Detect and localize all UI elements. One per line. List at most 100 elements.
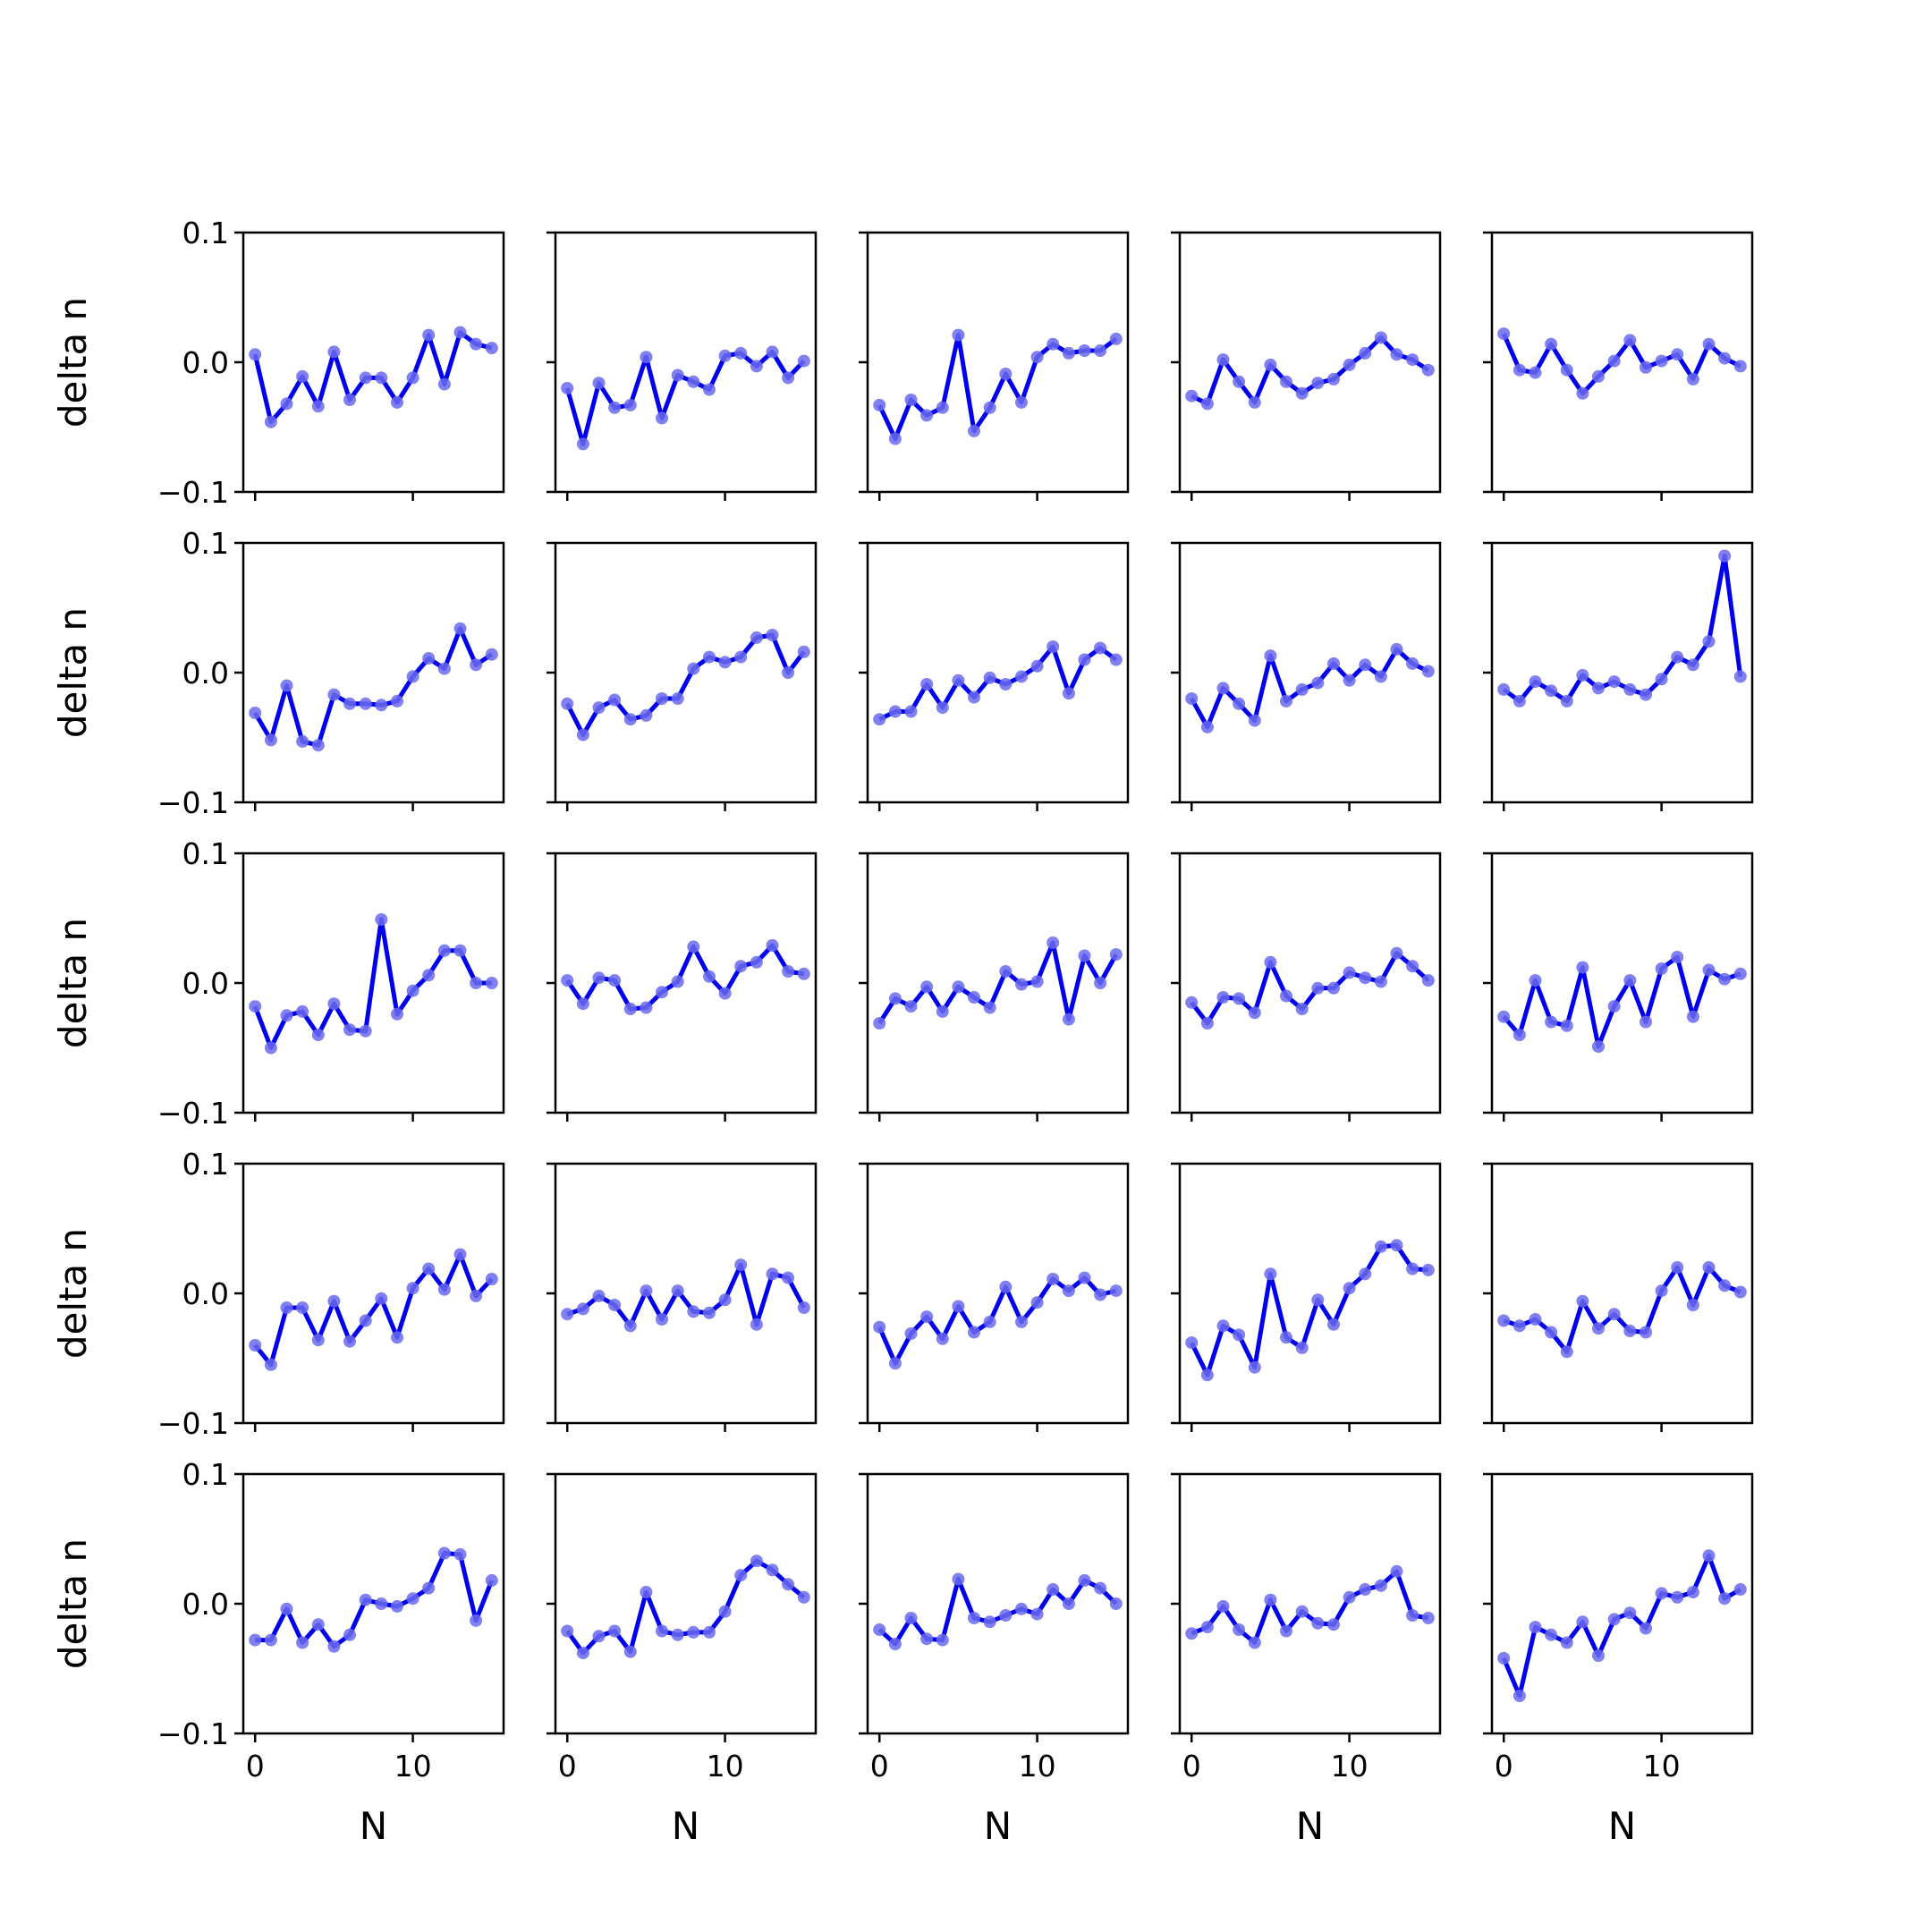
data-point [1545,337,1558,351]
data-point [343,697,356,710]
data-point [391,1007,403,1021]
data-point [1030,351,1044,364]
data-point [1733,967,1747,980]
data-point [920,1632,934,1646]
data-point [264,733,277,747]
axes-frame [1490,231,1754,494]
data-point [249,1000,262,1013]
data-point [280,1301,293,1314]
data-point [671,975,684,988]
data-point [1343,358,1356,371]
data-point [485,648,498,661]
data-point [656,1313,668,1326]
data-point [422,969,436,982]
data-point [375,1597,388,1610]
data-point [296,369,309,383]
data-point [296,734,309,748]
data-point [453,622,467,635]
data-point [750,360,763,373]
data-point [1592,1040,1605,1053]
data-point [375,913,388,926]
data-point [1264,358,1277,371]
data-point [1233,1328,1246,1342]
data-point [280,397,293,411]
data-point [1545,1628,1558,1641]
data-point [920,678,934,691]
data-point [936,1004,949,1018]
data-point [1327,1618,1340,1631]
data-point [952,1572,965,1586]
axes-frame [866,1472,1130,1735]
data-point [327,1640,341,1653]
data-point [561,974,574,987]
data-point [1015,1315,1028,1328]
data-point [1529,1621,1542,1634]
data-point [1015,670,1028,683]
y-axis-label: delta n [51,297,95,428]
data-point [359,371,372,385]
data-point [1359,1267,1372,1281]
data-point [904,705,918,718]
data-point [1374,1579,1387,1592]
data-point [1686,372,1699,386]
data-point [343,1628,356,1641]
data-point [1718,1592,1732,1606]
series-line-panel-18 [877,1275,1117,1366]
y-axis-label: delta n [51,607,95,738]
data-point [327,345,341,359]
data-point [1264,955,1277,969]
data-point [1497,682,1511,696]
data-point [406,670,419,683]
data-point [904,1327,918,1340]
data-point [734,1258,748,1272]
data-point [264,1633,277,1647]
data-point [1406,1609,1419,1622]
data-point [470,1289,483,1302]
data-point [561,1308,574,1321]
data-point [766,939,779,952]
data-point [1343,1590,1356,1604]
series-line-panel-15 [1502,954,1741,1049]
data-point [1640,1015,1652,1029]
axes-frame [866,1162,1130,1425]
data-point [1671,951,1684,963]
data-point [671,369,684,382]
data-point [576,437,589,451]
data-point [782,1271,795,1284]
y-tick-label: −0.1 [157,475,229,510]
y-tick-label: 0.0 [182,1276,229,1311]
data-point [1327,657,1340,670]
data-point [1576,668,1589,682]
series-line-panel-3 [877,333,1118,442]
data-point [1390,946,1403,960]
series-line-panel-1 [252,330,493,425]
data-point [1078,1573,1091,1587]
data-point [687,662,700,675]
data-point [1607,1308,1621,1321]
data-point [999,368,1013,380]
data-point [1359,971,1372,985]
data-point [422,652,436,665]
data-point [1078,1271,1091,1284]
data-point [1248,714,1261,727]
data-point [576,728,589,741]
data-point [1216,1599,1230,1613]
axes-frame [242,1162,505,1425]
data-point [797,645,810,658]
data-point [873,398,886,411]
data-point [1185,1627,1199,1640]
axes-frame [1178,541,1442,804]
series-line-panel-17 [566,1262,807,1328]
data-point [1592,1649,1605,1662]
data-point [750,1318,763,1331]
data-point [608,1624,622,1638]
data-point [1592,1322,1605,1335]
series-line-panel-24 [1191,1569,1429,1645]
data-point [1545,1326,1558,1339]
data-point [1671,1261,1684,1274]
data-point [1264,1593,1277,1606]
data-point [703,1306,716,1319]
data-point [343,1335,356,1348]
data-point [1280,694,1292,708]
